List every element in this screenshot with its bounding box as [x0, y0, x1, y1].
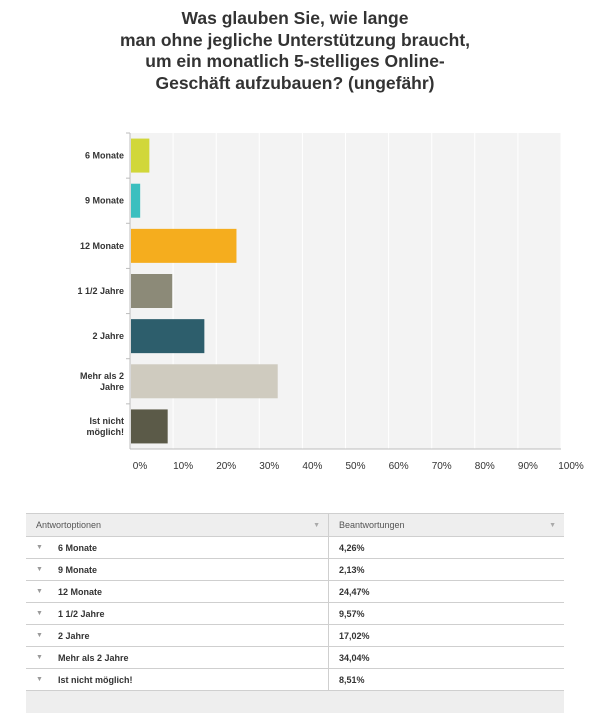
expand-arrow-icon[interactable]: ▼	[36, 632, 43, 639]
response-cell: 4,26%	[329, 537, 564, 558]
bar	[131, 228, 237, 263]
sort-arrow-icon[interactable]: ▼	[549, 521, 556, 529]
table-row: ▼ 12 Monate 24,47%	[26, 581, 564, 603]
x-tick-label: 30%	[259, 461, 279, 472]
option-label: 9 Monate	[58, 564, 98, 575]
category-label: 12 Monate	[80, 241, 124, 251]
option-cell: ▼ Mehr als 2 Jahre	[26, 647, 329, 668]
category-label-line: Ist nicht	[89, 416, 124, 426]
x-tick-label: 10%	[173, 461, 193, 472]
x-tick-label: 80%	[475, 461, 495, 472]
option-label: 2 Jahre	[58, 630, 90, 641]
header-options-label: Antwortoptionen	[36, 520, 102, 530]
table-row: ▼ 1 1/2 Jahre 9,57%	[26, 603, 564, 625]
table-row: ▼ Ist nicht möglich! 8,51%	[26, 669, 564, 691]
category-label-line: 12 Monate	[80, 241, 124, 251]
response-percent: 8,51%	[339, 674, 365, 685]
response-percent: 34,04%	[339, 652, 370, 663]
category-label-line: 6 Monate	[85, 151, 124, 161]
x-tick-label: 60%	[389, 461, 409, 472]
category-label: 2 Jahre	[92, 331, 124, 341]
response-cell: 17,02%	[329, 625, 564, 646]
table-row: ▼ 6 Monate 4,26%	[26, 537, 564, 559]
table-header: Antwortoptionen ▼ Beantwortungen ▼	[26, 514, 564, 537]
option-cell: ▼ 6 Monate	[26, 537, 329, 558]
table-row: ▼ 2 Jahre 17,02%	[26, 625, 564, 647]
category-label: 1 1/2 Jahre	[77, 286, 124, 296]
bar	[131, 319, 205, 354]
option-cell: ▼ 2 Jahre	[26, 625, 329, 646]
category-label: 9 Monate	[85, 196, 124, 206]
response-percent: 9,57%	[339, 608, 365, 619]
category-label-line: möglich!	[87, 427, 125, 437]
bar	[131, 138, 150, 173]
category-label: Ist nicht möglich!	[87, 416, 125, 437]
option-label: Mehr als 2 Jahre	[58, 652, 129, 663]
expand-arrow-icon[interactable]: ▼	[36, 654, 43, 661]
x-tick-label: 20%	[216, 461, 236, 472]
x-tick-label: 70%	[432, 461, 452, 472]
bar	[131, 274, 173, 308]
x-tick-label: 90%	[518, 461, 538, 472]
expand-arrow-icon[interactable]: ▼	[36, 566, 43, 573]
category-label-line: Mehr als 2	[80, 371, 124, 381]
x-tick-label: 100%	[558, 461, 584, 472]
header-responses-label: Beantwortungen	[339, 520, 405, 530]
response-percent: 17,02%	[339, 630, 370, 641]
category-label-line: 1 1/2 Jahre	[77, 286, 124, 296]
header-responses-cell[interactable]: Beantwortungen ▼	[329, 514, 564, 536]
bar-chart: 0% 10% 20% 30% 40% 50% 60% 70% 80% 90% 100% 6 Monat…	[77, 132, 584, 472]
table-body: ▼ 6 Monate 4,26% ▼ 9 Monate 2,13% ▼ 12 Monate 24…	[26, 537, 564, 691]
category-label-line: Jahre	[100, 382, 124, 392]
option-label: 1 1/2 Jahre	[58, 608, 105, 619]
response-cell: 9,57%	[329, 603, 564, 624]
title-line: man ohne jegliche Unterstützung braucht,	[119, 29, 471, 50]
expand-arrow-icon[interactable]: ▼	[36, 544, 43, 551]
response-cell: 34,04%	[329, 647, 564, 668]
option-cell: ▼ Ist nicht möglich!	[26, 669, 329, 690]
x-tick-label: 50%	[345, 461, 365, 472]
title-line: Was glauben Sie, wie lange	[181, 8, 409, 28]
table-row: ▼ Mehr als 2 Jahre 34,04%	[26, 647, 564, 669]
category-label: Mehr als 2 Jahre	[80, 371, 124, 392]
title-line: Geschäft aufzubauen? (ungefähr)	[155, 72, 435, 93]
table-row: ▼ 9 Monate 2,13%	[26, 559, 564, 581]
response-percent: 4,26%	[339, 542, 365, 553]
response-percent: 24,47%	[339, 586, 370, 597]
option-label: 12 Monate	[58, 586, 103, 597]
response-percent: 2,13%	[339, 564, 365, 575]
option-cell: ▼ 1 1/2 Jahre	[26, 603, 329, 624]
header-options-cell[interactable]: Antwortoptionen ▼	[26, 514, 329, 536]
response-cell: 24,47%	[329, 581, 564, 602]
bar	[131, 409, 168, 444]
expand-arrow-icon[interactable]: ▼	[36, 676, 43, 683]
bar	[131, 183, 141, 218]
expand-arrow-icon[interactable]: ▼	[36, 610, 43, 617]
bar	[131, 364, 278, 399]
x-tick-label: 40%	[302, 461, 322, 472]
category-label: 6 Monate	[85, 151, 124, 161]
option-cell: ▼ 9 Monate	[26, 559, 329, 580]
x-tick-label: 0%	[133, 461, 148, 472]
option-cell: ▼ 12 Monate	[26, 581, 329, 602]
title-line: um ein monatlich 5-stelliges Online-	[145, 51, 445, 71]
category-label-line: 9 Monate	[85, 196, 124, 206]
chart-title: Was glauben Sie, wie lange man ohne jegl…	[0, 8, 590, 94]
response-cell: 8,51%	[329, 669, 564, 690]
table-footer	[26, 691, 564, 713]
expand-arrow-icon[interactable]: ▼	[36, 588, 43, 595]
response-cell: 2,13%	[329, 559, 564, 580]
responses-table: Antwortoptionen ▼ Beantwortungen ▼ ▼ 6 Mo…	[26, 513, 564, 713]
option-label: Ist nicht möglich!	[58, 674, 133, 685]
category-label-line: 2 Jahre	[92, 331, 124, 341]
option-label: 6 Monate	[58, 542, 98, 553]
sort-arrow-icon[interactable]: ▼	[313, 521, 320, 529]
